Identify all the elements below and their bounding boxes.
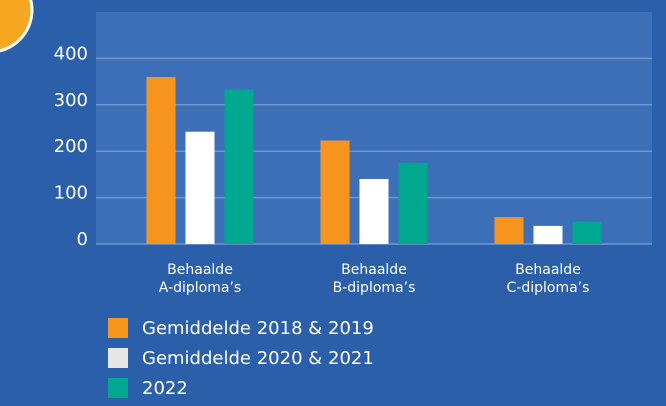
bar [398, 162, 428, 244]
bar [533, 225, 563, 244]
bar [146, 76, 176, 245]
legend-label: Gemiddelde 2020 & 2021 [142, 347, 374, 369]
bar [359, 179, 389, 244]
bar [320, 140, 350, 244]
legend-label: 2022 [142, 377, 188, 399]
legend-item: 2022 [108, 376, 188, 400]
legend-swatch [108, 378, 128, 398]
bar [224, 89, 254, 244]
legend-item: Gemiddelde 2018 & 2019 [108, 316, 374, 340]
y-tick-label: 200 [54, 136, 88, 157]
bar [494, 217, 524, 244]
bar [572, 221, 602, 244]
x-tick-label: Behaalde B-diploma’s [332, 262, 416, 296]
legend-swatch [108, 348, 128, 368]
legend-item: Gemiddelde 2020 & 2021 [108, 346, 374, 370]
decoration [0, 0, 34, 53]
legend-label: Gemiddelde 2018 & 2019 [142, 317, 374, 339]
y-tick-label: 400 [54, 43, 88, 64]
x-tick-label: Behaalde C-diploma’s [506, 262, 590, 296]
bar [185, 131, 215, 244]
y-tick-label: 100 [54, 183, 88, 204]
y-tick-label: 0 [77, 229, 88, 250]
y-tick-label: 300 [54, 90, 88, 111]
legend-swatch [108, 318, 128, 338]
x-tick-label: Behaalde A-diploma’s [158, 262, 242, 296]
